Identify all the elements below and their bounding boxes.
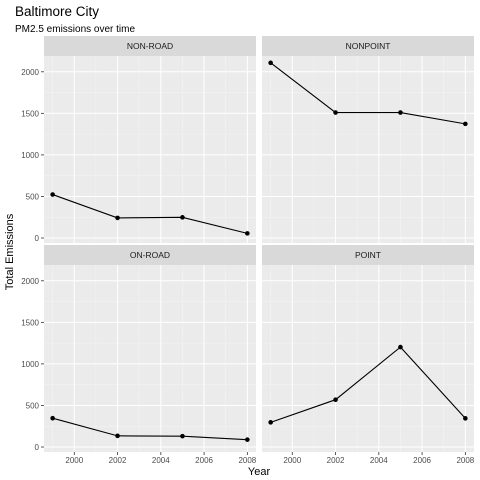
chart-title: Baltimore City bbox=[15, 4, 99, 19]
y-tick-label: 2000 bbox=[21, 68, 39, 77]
facet-strip-label: NONPOINT bbox=[346, 41, 391, 51]
facet-strip-label: POINT bbox=[355, 250, 381, 260]
y-tick-label: 0 bbox=[35, 234, 40, 243]
data-point bbox=[268, 60, 273, 66]
facet-strip-label: NON-ROAD bbox=[127, 41, 173, 51]
x-tick-label: 2008 bbox=[456, 456, 474, 465]
panel-background bbox=[262, 56, 474, 243]
series-line bbox=[270, 62, 466, 125]
data-point bbox=[50, 192, 55, 197]
x-tick-label: 2006 bbox=[195, 456, 213, 465]
panel-background bbox=[44, 265, 256, 452]
data-point bbox=[333, 110, 338, 115]
x-tick-label: 2004 bbox=[152, 456, 170, 465]
data-point bbox=[463, 121, 468, 127]
facet-panels: NON-ROAD 0 500 1000 1500 2000 NONPOINT ON-ROAD 0… bbox=[21, 36, 475, 465]
x-tick-label: 2004 bbox=[370, 456, 388, 465]
data-point bbox=[333, 397, 338, 402]
y-axis-title: Total Emissions bbox=[4, 213, 16, 290]
panel-background bbox=[44, 56, 256, 243]
y-tick-label: 1500 bbox=[21, 109, 39, 118]
series-line bbox=[270, 346, 466, 423]
series-line bbox=[52, 194, 248, 234]
x-axis-title: Year bbox=[248, 466, 271, 478]
facet-panel: ON-ROAD 0 500 1000 1500 2000 2000 2002 2004 2006 2… bbox=[21, 245, 257, 465]
y-tick-label: 1000 bbox=[21, 360, 39, 369]
data-point bbox=[245, 231, 250, 236]
facet-panel: NON-ROAD 0 500 1000 1500 2000 bbox=[21, 36, 256, 243]
data-point bbox=[115, 433, 120, 439]
chart-subtitle: PM2.5 emissions over time bbox=[15, 24, 135, 35]
x-tick-label: 2008 bbox=[238, 456, 256, 465]
facet-strip-label: ON-ROAD bbox=[130, 250, 170, 260]
data-point bbox=[463, 416, 468, 421]
data-point bbox=[245, 437, 250, 442]
x-tick-label: 2000 bbox=[283, 456, 301, 465]
y-tick-label: 0 bbox=[35, 443, 40, 452]
data-point bbox=[50, 415, 55, 421]
x-tick-label: 2002 bbox=[109, 456, 127, 465]
data-point bbox=[180, 215, 185, 220]
data-point bbox=[180, 433, 185, 439]
panel-background bbox=[262, 265, 474, 452]
data-point bbox=[268, 420, 273, 425]
x-tick-label: 2000 bbox=[65, 456, 83, 465]
facet-strip bbox=[44, 245, 256, 265]
facet-panel: NONPOINT bbox=[262, 36, 474, 243]
y-tick-label: 1500 bbox=[21, 318, 39, 327]
facet-strip bbox=[262, 36, 474, 56]
series-line bbox=[52, 417, 248, 441]
data-point bbox=[398, 344, 403, 350]
x-tick-label: 2002 bbox=[327, 456, 345, 465]
facet-strip bbox=[44, 36, 256, 56]
facet-strip bbox=[262, 245, 474, 265]
data-point bbox=[398, 110, 403, 115]
x-tick-label: 2006 bbox=[413, 456, 431, 465]
y-tick-label: 500 bbox=[26, 192, 40, 201]
y-tick-label: 2000 bbox=[21, 277, 39, 286]
y-tick-label: 500 bbox=[26, 401, 40, 410]
facet-panel: POINT 2000 2002 2004 2006 2008 bbox=[262, 245, 475, 465]
y-tick-label: 1000 bbox=[21, 151, 39, 160]
data-point bbox=[115, 215, 120, 221]
